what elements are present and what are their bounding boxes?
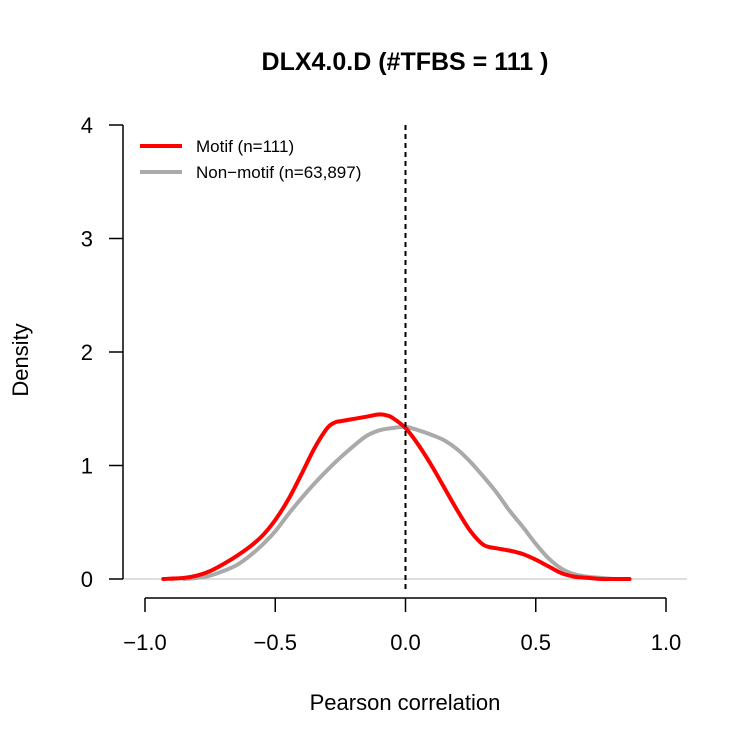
legend-label-motif: Motif (n=111) bbox=[196, 137, 294, 156]
legend: Motif (n=111) Non−motif (n=63,897) bbox=[140, 137, 361, 182]
x-tick-label: −1.0 bbox=[123, 630, 166, 655]
y-tick-label: 2 bbox=[81, 340, 93, 365]
chart-title: DLX4.0.D (#TFBS = 111 ) bbox=[262, 48, 549, 76]
y-tick-label: 4 bbox=[81, 113, 93, 138]
x-tick-label: 1.0 bbox=[651, 630, 682, 655]
x-tick-label: 0.0 bbox=[390, 630, 421, 655]
y-tick-label: 0 bbox=[81, 567, 93, 592]
legend-label-non-motif: Non−motif (n=63,897) bbox=[196, 163, 361, 182]
y-tick-label: 1 bbox=[81, 454, 93, 479]
y-tick-label: 3 bbox=[81, 227, 93, 252]
plot-area: −1.0 −0.5 0.0 0.5 1.0 0 1 2 3 4 bbox=[81, 113, 687, 655]
series-line-non-motif bbox=[182, 424, 632, 582]
series-line-motif bbox=[161, 412, 632, 582]
x-axis-label: Pearson correlation bbox=[310, 690, 501, 715]
y-axis-label: Density bbox=[8, 323, 33, 396]
x-tick-label: −0.5 bbox=[254, 630, 297, 655]
x-tick-label: 0.5 bbox=[520, 630, 551, 655]
